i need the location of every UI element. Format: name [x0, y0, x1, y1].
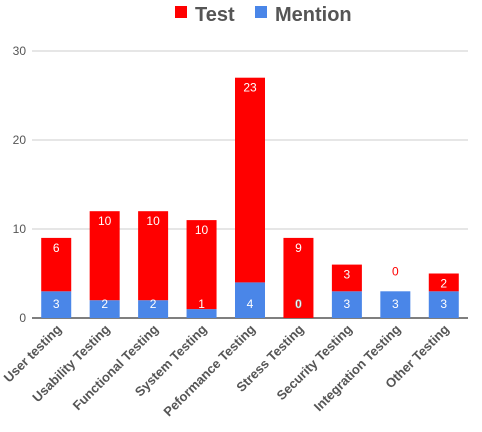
data-label-mention-7: 3: [392, 297, 399, 311]
data-label-mention-6: 3: [344, 297, 351, 311]
bar-test-0: [41, 237, 72, 292]
data-label-test-8: 2: [440, 277, 447, 291]
bar-mention-1: [89, 300, 120, 318]
legend-label-mention: Mention: [275, 4, 352, 26]
bar-mention-6: [331, 291, 362, 318]
bar-test-4: [235, 77, 265, 283]
bar-test-8: [428, 273, 459, 292]
data-label-mention-4: 4: [247, 297, 254, 311]
bar-test-3: [186, 220, 217, 310]
bars: [41, 77, 459, 318]
data-label-test-2: 10: [146, 214, 160, 228]
y-axis-ticks: 0 10 20 30: [13, 44, 27, 325]
bar-mention-4: [235, 282, 265, 318]
legend: Test Mention: [175, 4, 352, 26]
data-label-test-1: 10: [98, 214, 112, 228]
data-label-mention-5: 0: [295, 297, 302, 311]
data-label-mention-8: 3: [440, 297, 447, 311]
data-labels: 3 6 2 10 2 10 1 10 4 23 0 9 3 3 3 0 3 2: [53, 81, 448, 312]
bar-mention-8: [428, 291, 459, 318]
bar-test-5: [283, 237, 314, 318]
bar-mention-3: [186, 309, 217, 318]
data-label-test-7: 0: [392, 264, 399, 278]
category-label-4: Peformance Testing: [160, 321, 258, 419]
legend-label-test: Test: [195, 4, 235, 26]
bar-test-6: [331, 264, 362, 292]
category-label-7: Integration Testing: [311, 321, 404, 414]
data-label-test-3: 10: [195, 223, 209, 237]
data-label-test-0: 6: [53, 241, 60, 255]
data-label-test-6: 3: [344, 268, 351, 282]
data-label-mention-3: 1: [198, 297, 205, 311]
bar-mention-0: [41, 291, 72, 318]
category-label-2: Functional Testing: [70, 321, 162, 413]
data-label-mention-2: 2: [150, 297, 157, 311]
bar-test-1: [89, 211, 120, 301]
y-tick-label: 0: [19, 311, 26, 325]
bar-mention-2: [138, 300, 169, 318]
legend-swatch-mention: [255, 6, 267, 18]
y-tick-label: 30: [13, 44, 27, 58]
data-label-mention-1: 2: [101, 297, 108, 311]
data-label-test-5: 9: [295, 241, 302, 255]
y-tick-label: 10: [13, 222, 27, 236]
bar-mention-7: [380, 291, 411, 318]
data-label-mention-0: 3: [53, 297, 60, 311]
data-label-test-4: 23: [243, 81, 257, 95]
bar-test-2: [138, 211, 169, 301]
legend-swatch-test: [175, 6, 187, 18]
y-tick-label: 20: [13, 133, 27, 147]
